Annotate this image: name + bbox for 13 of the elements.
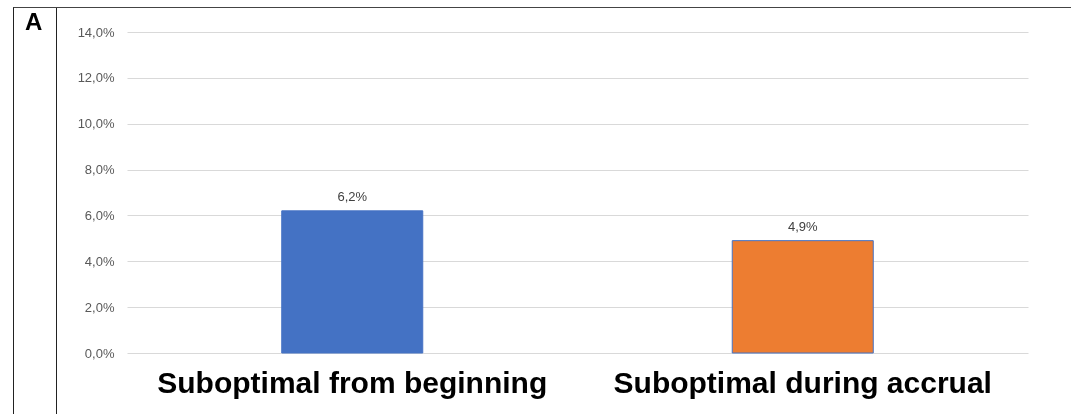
y-tick-label: 2,0% [84, 299, 115, 315]
data-label: 4,9% [787, 218, 818, 234]
chart-title: A [25, 8, 43, 35]
y-tick-label: 10,0% [77, 116, 115, 132]
x-tick-label: Suboptimal during accrual [613, 365, 992, 399]
y-tick-label: 8,0% [84, 162, 115, 178]
y-tick-label: 14,0% [77, 24, 115, 40]
data-label: 6,2% [337, 188, 368, 204]
x-tick-label: Suboptimal from beginning [157, 365, 548, 399]
y-tick-label: 6,0% [84, 207, 115, 223]
y-tick-label: 12,0% [77, 70, 115, 86]
y-tick-label: 0,0% [84, 345, 115, 361]
y-tick-label: 4,0% [84, 253, 115, 269]
